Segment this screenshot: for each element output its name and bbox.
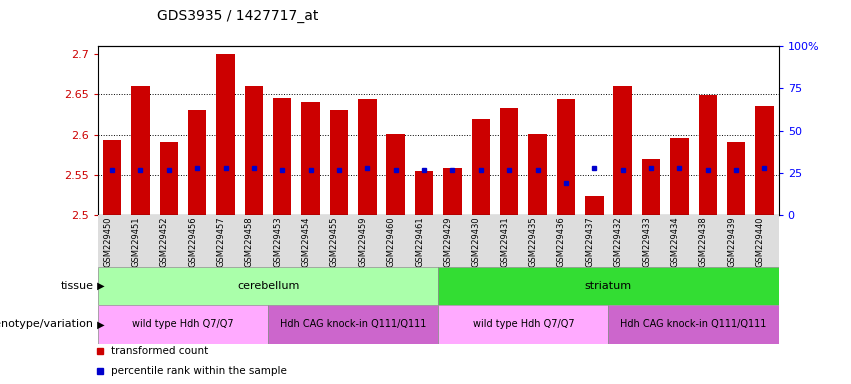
Bar bbox=[443, 168, 461, 215]
Text: GSM229452: GSM229452 bbox=[160, 217, 168, 267]
Bar bbox=[301, 103, 320, 215]
Text: Hdh CAG knock-in Q111/Q111: Hdh CAG knock-in Q111/Q111 bbox=[280, 319, 426, 329]
Text: tissue: tissue bbox=[60, 281, 94, 291]
Text: GSM229429: GSM229429 bbox=[443, 217, 453, 267]
Bar bbox=[642, 159, 660, 215]
Text: GSM229450: GSM229450 bbox=[103, 217, 112, 267]
Bar bbox=[756, 106, 774, 215]
Bar bbox=[557, 99, 575, 215]
Bar bbox=[216, 54, 235, 215]
Bar bbox=[98, 267, 438, 305]
Bar bbox=[699, 95, 717, 215]
Bar bbox=[415, 171, 433, 215]
Bar bbox=[608, 305, 779, 344]
Text: GSM229460: GSM229460 bbox=[386, 217, 396, 267]
Bar bbox=[438, 267, 779, 305]
Bar bbox=[103, 140, 122, 215]
Text: wild type Hdh Q7/Q7: wild type Hdh Q7/Q7 bbox=[472, 319, 574, 329]
Bar bbox=[528, 134, 547, 215]
Text: GSM229434: GSM229434 bbox=[671, 217, 679, 267]
Bar bbox=[500, 108, 518, 215]
Text: cerebellum: cerebellum bbox=[237, 281, 300, 291]
Bar bbox=[727, 142, 745, 215]
Text: genotype/variation: genotype/variation bbox=[0, 319, 94, 329]
Text: ▶: ▶ bbox=[94, 281, 104, 291]
Bar bbox=[471, 119, 490, 215]
Bar bbox=[160, 142, 178, 215]
Text: GSM229457: GSM229457 bbox=[216, 217, 226, 267]
Text: GSM229459: GSM229459 bbox=[358, 217, 368, 267]
Text: GSM229433: GSM229433 bbox=[642, 217, 651, 267]
Bar bbox=[98, 305, 268, 344]
Text: GSM229454: GSM229454 bbox=[301, 217, 311, 267]
Text: GSM229456: GSM229456 bbox=[188, 217, 197, 267]
Text: GSM229439: GSM229439 bbox=[727, 217, 736, 267]
Text: ▶: ▶ bbox=[94, 319, 104, 329]
Bar bbox=[614, 86, 631, 215]
Text: wild type Hdh Q7/Q7: wild type Hdh Q7/Q7 bbox=[132, 319, 234, 329]
Text: GSM229431: GSM229431 bbox=[500, 217, 509, 267]
Text: GSM229436: GSM229436 bbox=[557, 217, 566, 267]
Bar bbox=[188, 110, 206, 215]
Bar bbox=[671, 138, 688, 215]
Text: transformed count: transformed count bbox=[111, 346, 208, 356]
Text: GSM229430: GSM229430 bbox=[471, 217, 481, 267]
Bar bbox=[131, 86, 150, 215]
Text: GSM229432: GSM229432 bbox=[614, 217, 623, 267]
Text: GSM229440: GSM229440 bbox=[756, 217, 764, 267]
Text: GSM229438: GSM229438 bbox=[699, 217, 708, 267]
Text: GDS3935 / 1427717_at: GDS3935 / 1427717_at bbox=[157, 9, 319, 23]
Text: GSM229461: GSM229461 bbox=[415, 217, 424, 267]
Bar bbox=[585, 196, 603, 215]
Text: GSM229437: GSM229437 bbox=[585, 217, 594, 267]
Text: striatum: striatum bbox=[585, 281, 632, 291]
Text: GSM229458: GSM229458 bbox=[245, 217, 254, 267]
Bar bbox=[330, 110, 348, 215]
Bar bbox=[245, 86, 263, 215]
Bar bbox=[268, 305, 438, 344]
Bar bbox=[438, 305, 608, 344]
Text: GSM229455: GSM229455 bbox=[330, 217, 339, 267]
Text: GSM229451: GSM229451 bbox=[131, 217, 140, 267]
Text: GSM229435: GSM229435 bbox=[528, 217, 538, 267]
Bar bbox=[358, 99, 377, 215]
Bar bbox=[273, 98, 291, 215]
Text: percentile rank within the sample: percentile rank within the sample bbox=[111, 366, 287, 376]
Text: Hdh CAG knock-in Q111/Q111: Hdh CAG knock-in Q111/Q111 bbox=[620, 319, 767, 329]
Text: GSM229453: GSM229453 bbox=[273, 217, 283, 267]
Bar bbox=[386, 134, 405, 215]
